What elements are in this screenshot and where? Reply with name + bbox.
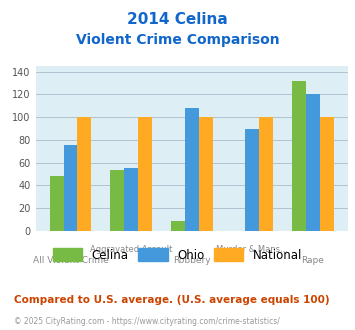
Bar — [110, 170, 124, 231]
Bar — [245, 129, 259, 231]
Bar — [259, 117, 273, 231]
Bar — [320, 117, 334, 231]
Text: © 2025 CityRating.com - https://www.cityrating.com/crime-statistics/: © 2025 CityRating.com - https://www.city… — [14, 317, 280, 326]
Bar — [199, 117, 213, 231]
Bar — [171, 221, 185, 231]
Text: All Violent Crime: All Violent Crime — [33, 256, 108, 265]
Legend: Celina, Ohio, National: Celina, Ohio, National — [48, 244, 307, 266]
Bar — [292, 81, 306, 231]
Text: Murder & Mans...: Murder & Mans... — [216, 245, 288, 254]
Bar — [306, 94, 320, 231]
Bar — [185, 108, 199, 231]
Text: 2014 Celina: 2014 Celina — [127, 12, 228, 26]
Text: Robbery: Robbery — [173, 256, 211, 265]
Text: Aggravated Assault: Aggravated Assault — [90, 245, 172, 254]
Bar — [64, 145, 77, 231]
Bar — [50, 176, 64, 231]
Bar — [77, 117, 91, 231]
Text: Rape: Rape — [301, 256, 324, 265]
Bar — [124, 168, 138, 231]
Text: Compared to U.S. average. (U.S. average equals 100): Compared to U.S. average. (U.S. average … — [14, 295, 330, 305]
Text: Violent Crime Comparison: Violent Crime Comparison — [76, 33, 279, 47]
Bar — [138, 117, 152, 231]
